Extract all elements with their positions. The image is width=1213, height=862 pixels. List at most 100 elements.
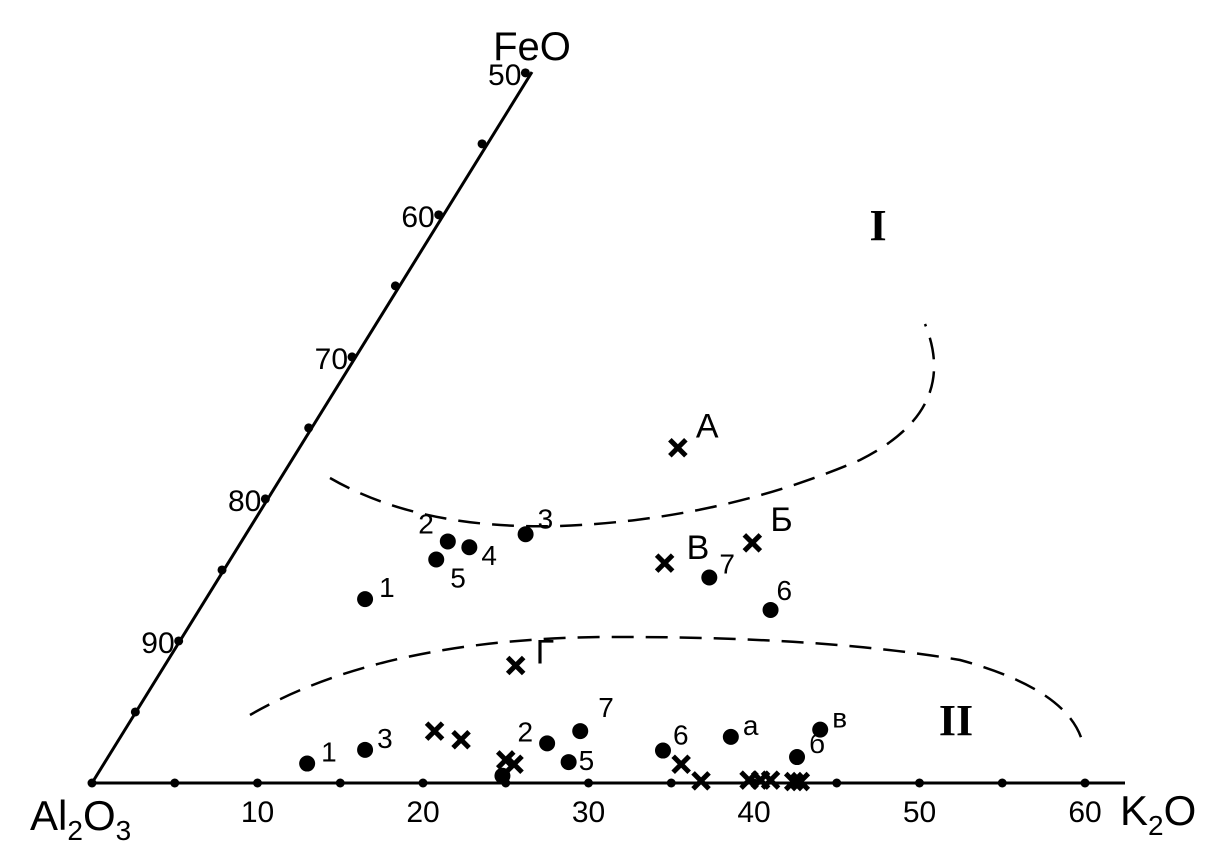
cross-marker [760,770,781,790]
base-tick [87,778,97,788]
cross-marker [505,655,526,676]
cross-label: Б [770,501,792,539]
dot-label: а [743,710,759,741]
dot-marker [539,735,556,752]
dot-marker [722,728,739,745]
left-tick [434,210,444,220]
base-tick [253,778,262,788]
base-tick-label: 60 [1068,796,1101,829]
cross-stroke [691,771,711,791]
dot-marker [428,551,445,568]
cross-stroke [451,729,471,750]
dot-marker [299,755,316,772]
base-tick [915,778,924,788]
dot-label: 6 [777,575,793,606]
dot-label: 4 [481,540,497,571]
cross-stroke [505,655,526,676]
dot-label: в [832,703,847,734]
left-tick [390,281,400,291]
dot-marker [357,591,374,608]
left-tick [260,494,270,504]
field-I-boundary [329,323,936,528]
left-tick [174,636,184,646]
dot-marker [654,742,671,759]
base-tick [170,778,180,788]
cross-marker [504,754,524,775]
cross-marker [783,771,804,792]
base-tick [997,778,1007,788]
base-tick [832,778,842,788]
dot-marker [701,569,718,586]
dot-marker [762,601,779,618]
cross-stroke [424,721,445,741]
cross-stroke [783,771,804,792]
cross-stroke [654,553,675,573]
cross-marker [742,533,763,553]
dot-label: 2 [418,508,434,539]
base-tick-label: 30 [572,796,605,829]
cross-stroke [668,437,688,458]
base-tick [584,778,593,788]
dot-label: 5 [579,745,595,776]
points-layer [299,437,829,792]
field-II-boundary [249,635,1085,745]
dot-marker [439,533,456,550]
dot-marker [517,526,534,543]
field-label-I: I [869,201,886,250]
dot-label: б [809,728,825,759]
base-tick-label: 20 [406,796,439,829]
apex-label-feo: FeO [493,25,571,69]
cross-marker [654,553,675,573]
base-tick-label: 40 [737,796,770,829]
base-tick [418,778,428,788]
cross-marker [691,771,711,791]
cross-stroke [742,533,763,553]
dot-label: 2 [518,716,534,747]
cross-label: А [696,408,719,446]
left-tick-label: 80 [228,485,261,518]
dot-marker [357,741,374,758]
cross-stroke [495,750,516,770]
dot-marker [572,723,589,740]
dot-label: 3 [538,503,554,534]
base-tick [335,778,345,788]
dot-label: 7 [719,549,735,580]
dot-marker [560,754,577,771]
left-tick-label: 90 [141,627,174,660]
cross-marker [790,771,811,792]
cross-label: В [687,529,710,567]
cross-marker [451,729,471,750]
cross-stroke [790,771,811,792]
left-tick [347,352,357,362]
cross-marker [424,721,445,741]
dot-label: 1 [379,572,395,603]
base-tick [666,778,676,788]
cross-marker [668,437,688,458]
dot-label: 7 [598,692,614,723]
left-tick [304,423,314,433]
dot-label: 1 [321,737,337,768]
dot-marker [812,721,829,738]
vertex-label-k2o: K2O [1120,787,1196,841]
base-tick-label: 10 [241,796,274,829]
dot-marker [789,749,806,766]
cross-stroke [671,754,691,775]
base-tick [1080,778,1090,788]
left-tick [477,139,487,149]
dot-label: 5 [450,562,466,593]
dot-label: 6 [673,720,689,751]
vertex-label-al2o3: Al2O3 [30,792,131,846]
base-tick-label: 50 [903,796,936,829]
left-tick-label: 60 [401,201,434,234]
dot-marker [461,539,478,556]
left-tick [520,68,530,78]
cross-stroke [760,770,781,790]
axes-layer [87,68,1125,788]
cross-label: Г [536,633,554,671]
dot-label: 3 [377,723,393,754]
left-tick [130,707,140,717]
left-tick-label: 70 [315,343,348,376]
